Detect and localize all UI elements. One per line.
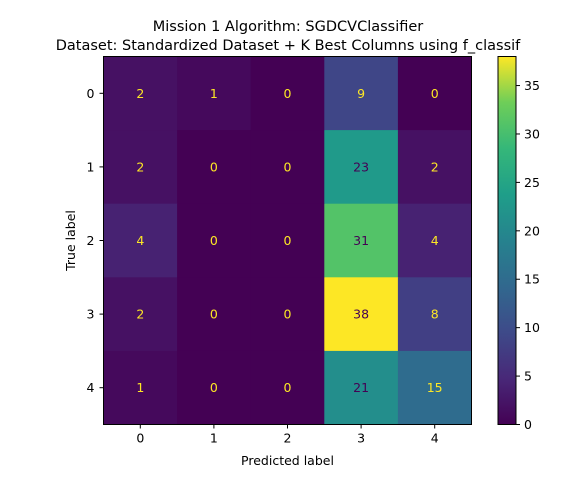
y-tick-label: 0 (87, 86, 95, 101)
heatmap-cell (250, 277, 325, 352)
colorbar-tick-label: 15 (524, 272, 540, 287)
cell-value-label: 0 (284, 380, 292, 395)
y-tick-label: 4 (87, 380, 95, 395)
cell-value-label: 4 (136, 233, 144, 248)
cell-value-label: 23 (353, 159, 369, 174)
chart-title-line1: Mission 1 Algorithm: SGDCVClassifier (153, 19, 424, 35)
x-tick-label: 2 (284, 431, 292, 446)
heatmap-cell (250, 56, 325, 131)
x-tick-label: 1 (210, 431, 218, 446)
heatmap-cell (324, 56, 399, 131)
cell-value-label: 0 (210, 380, 218, 395)
cell-value-label: 2 (136, 86, 144, 101)
heatmap-cell (397, 350, 472, 425)
heatmap-cell (177, 203, 252, 278)
cell-value-label: 0 (284, 307, 292, 322)
y-axis-label: True label (63, 210, 78, 272)
heatmap-cell (324, 203, 399, 278)
colorbar-tick-label: 0 (524, 417, 532, 432)
heatmap-cell (324, 277, 399, 352)
heatmap-cell (397, 130, 472, 205)
heatmap-cell (103, 56, 178, 131)
heatmap-cell (250, 350, 325, 425)
x-axis-ticks: 0 1 2 3 4 (136, 424, 439, 446)
heatmap-cell (103, 277, 178, 352)
chart-title-line2: Dataset: Standardized Dataset + K Best C… (56, 38, 521, 54)
heatmap-cell (324, 350, 399, 425)
y-tick-label: 3 (87, 307, 95, 322)
y-tick-label: 1 (87, 159, 95, 174)
heatmap-cell (250, 130, 325, 205)
colorbar-tick-label: 10 (524, 320, 540, 335)
cell-value-label: 21 (353, 380, 369, 395)
cell-value-label: 0 (210, 159, 218, 174)
cell-value-label: 38 (353, 307, 369, 322)
heatmap-cell (177, 56, 252, 131)
cell-value-label: 2 (136, 307, 144, 322)
cell-value-label: 2 (136, 159, 144, 174)
y-tick-label: 2 (87, 233, 95, 248)
x-axis-label: Predicted label (241, 453, 334, 468)
heatmap-cell (397, 203, 472, 278)
heatmap-cell (324, 130, 399, 205)
cell-value-label: 31 (353, 233, 369, 248)
heatmap-cell (250, 203, 325, 278)
cell-value-label: 4 (431, 233, 439, 248)
cell-value-label: 0 (284, 159, 292, 174)
cell-value-label: 9 (357, 86, 365, 101)
colorbar (497, 56, 517, 425)
cell-value-label: 0 (284, 86, 292, 101)
heatmap-cell (177, 277, 252, 352)
cell-value-label: 1 (210, 86, 218, 101)
heatmap-cell (103, 350, 178, 425)
heatmap-cell (397, 277, 472, 352)
cell-value-label: 15 (427, 380, 443, 395)
colorbar-tick-label: 35 (524, 78, 540, 93)
heatmap-cell (397, 56, 472, 131)
colorbar-tick-label: 20 (524, 223, 540, 238)
heatmap-cell (177, 350, 252, 425)
heatmap-cell (103, 203, 178, 278)
x-tick-label: 4 (431, 431, 439, 446)
cell-value-labels: 2 1 0 9 02 0 0 23 24 0 0 31 42 0 0 38 81 0 0 21 15 (136, 86, 442, 395)
cell-value-label: 0 (431, 86, 439, 101)
heatmap-cell (103, 130, 178, 205)
heatmap-cell (177, 130, 252, 205)
cell-value-label: 1 (136, 380, 144, 395)
colorbar-tick-label: 25 (524, 175, 540, 190)
colorbar-tick-label: 30 (524, 126, 540, 141)
y-axis-ticks: 0 1 2 3 4 (87, 86, 104, 395)
heatmap-cells (103, 56, 472, 425)
x-tick-label: 3 (357, 431, 365, 446)
colorbar-ticks: 0 5 10 15 20 25 30 35 (516, 78, 540, 432)
cell-value-label: 0 (284, 233, 292, 248)
cell-value-label: 2 (431, 159, 439, 174)
colorbar-tick-label: 5 (524, 369, 532, 384)
cell-value-label: 8 (431, 307, 439, 322)
cell-value-label: 0 (210, 233, 218, 248)
x-tick-label: 0 (136, 431, 144, 446)
cell-value-label: 0 (210, 307, 218, 322)
